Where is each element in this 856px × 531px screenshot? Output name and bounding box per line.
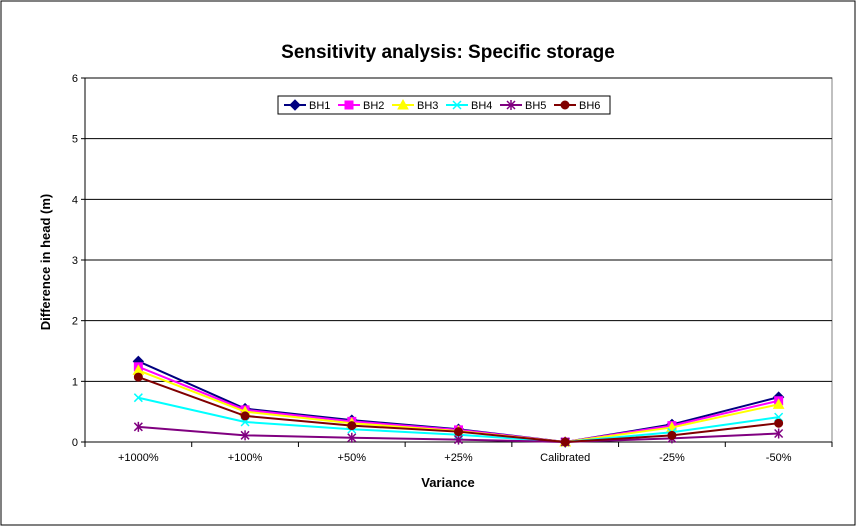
data-point (454, 427, 463, 437)
plot-area-group: 0 1 2 3 4 5 6 +1000% +100% +50% +25% Calibrated -25%… (72, 73, 833, 464)
legend-marker (344, 100, 354, 110)
legend-item-bh1: BH1 (284, 99, 330, 112)
legend-label: BH1 (309, 100, 330, 112)
y-tick-label: 4 (72, 194, 78, 206)
y-tick-label: 1 (72, 376, 78, 388)
legend-label: BH4 (471, 100, 492, 112)
data-point (453, 434, 464, 445)
x-tick-label: +1000% (118, 452, 159, 464)
legend-item-bh6: BH6 (554, 100, 600, 112)
data-point (772, 398, 785, 409)
marker-stroke (452, 100, 462, 110)
legend-item-bh4: BH4 (446, 100, 492, 112)
x-tick-label: +50% (338, 452, 367, 464)
x-axis-label: Variance (421, 475, 475, 490)
data-point (774, 418, 784, 428)
x-tick-label: +100% (228, 452, 263, 464)
legend-item-bh2: BH2 (338, 100, 384, 112)
y-tick-label: 5 (72, 134, 78, 146)
x-tick-label: +25% (444, 452, 473, 464)
marker-stroke (133, 393, 143, 403)
series-bh6 (133, 372, 784, 447)
legend-item-bh3: BH3 (392, 98, 438, 112)
legend-marker (506, 100, 516, 110)
data-point (347, 421, 357, 431)
legend-label: BH3 (417, 100, 438, 112)
y-axis-label: Difference in head (m) (38, 194, 53, 331)
x-tick-label: -50% (766, 452, 792, 464)
y-tick-label: 2 (72, 316, 78, 328)
data-point (133, 421, 143, 432)
data-point (240, 430, 250, 441)
y-tick-label: 3 (72, 255, 78, 267)
data-point (240, 411, 250, 421)
chart-title: Sensitivity analysis: Specific storage (281, 42, 615, 63)
x-tick-label: Calibrated (540, 452, 590, 464)
data-point (560, 437, 570, 447)
legend: BH1 BH2 BH3 BH4 BH5 BH6 (277, 95, 611, 115)
legend-marker (452, 100, 462, 110)
legend-label: BH6 (579, 100, 600, 112)
legend-marker (560, 100, 570, 110)
data-point (667, 430, 677, 440)
y-tick-label: 0 (72, 437, 78, 449)
y-tick-label: 6 (72, 73, 78, 85)
legend-marker (397, 98, 409, 110)
legend-label: BH2 (363, 100, 384, 112)
legend-box (277, 95, 611, 115)
data-point (347, 432, 357, 443)
legend-label: BH5 (525, 100, 546, 112)
legend-marker (289, 99, 301, 111)
x-tick-label: -25% (659, 452, 685, 464)
legend-item-bh5: BH5 (500, 100, 546, 112)
data-point (133, 372, 143, 382)
data-point (133, 393, 143, 403)
data-point (774, 428, 784, 439)
